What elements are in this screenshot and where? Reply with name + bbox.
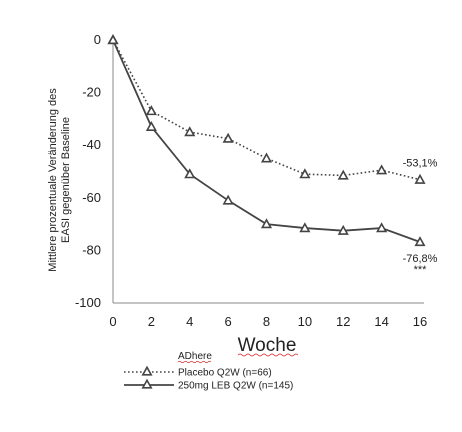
y-tick-label: -100 xyxy=(75,295,101,310)
leb-point xyxy=(337,224,349,235)
legend: ADhere Placebo Q2W (n=66) 250mg LEB Q2W (… xyxy=(124,351,293,392)
leb-point xyxy=(107,34,119,45)
y-tick-label: -60 xyxy=(82,190,101,205)
legend-placebo-marker xyxy=(141,365,153,376)
x-tick-label: 6 xyxy=(225,314,232,329)
placebo-point xyxy=(414,173,426,184)
leb-point xyxy=(299,222,311,233)
x-axis-label-underline xyxy=(237,353,299,357)
x-tick-label: 4 xyxy=(186,314,193,329)
y-tick-label: -40 xyxy=(82,137,101,152)
y-axis-label-line-2: EASI gegenüber Baseline xyxy=(60,117,72,243)
placebo-end-label: -53,1% xyxy=(403,158,438,170)
leb-series-line xyxy=(112,39,421,243)
leb-point xyxy=(260,218,273,229)
series-group xyxy=(107,34,426,247)
legend-leb-label: 250mg LEB Q2W (n=145) xyxy=(178,381,293,392)
x-tick-label: 8 xyxy=(263,314,270,329)
y-tick-label: 0 xyxy=(94,32,101,47)
y-axis-label: Mittlere prozentuale Veränderung des EAS… xyxy=(47,88,72,272)
placebo-point xyxy=(145,105,157,116)
y-axis-label-line-1: Mittlere prozentuale Veränderung des xyxy=(47,88,59,272)
leb-point xyxy=(414,236,426,247)
legend-placebo-label: Placebo Q2W (n=66) xyxy=(178,368,272,379)
leb-end-label: -76,8% xyxy=(403,253,438,265)
placebo-point xyxy=(337,169,349,180)
y-axis-ticks: 0 -20 -40 -60 -80 -100 xyxy=(75,32,101,310)
leb-point xyxy=(222,194,234,205)
x-tick-label: 12 xyxy=(336,314,350,329)
y-tick-label: -80 xyxy=(82,242,101,257)
significance-marker: *** xyxy=(414,264,428,276)
legend-title-underline xyxy=(177,360,212,364)
leb-point xyxy=(145,120,157,131)
x-axis-ticks: 0 2 4 6 8 10 12 14 16 xyxy=(109,314,427,329)
x-axis-label: Woche xyxy=(238,335,297,356)
x-tick-label: 16 xyxy=(413,314,427,329)
x-tick-label: 0 xyxy=(109,314,116,329)
placebo-point xyxy=(260,152,273,163)
placebo-point xyxy=(222,132,234,143)
x-tick-label: 2 xyxy=(148,314,155,329)
legend-title: ADhere xyxy=(178,351,212,362)
x-tick-label: 14 xyxy=(374,314,388,329)
legend-leb-marker xyxy=(141,378,153,389)
placebo-series-line xyxy=(112,39,421,181)
y-tick-label: -20 xyxy=(82,85,101,100)
x-tick-label: 10 xyxy=(298,314,312,329)
end-labels: -53,1% -76,8%*** xyxy=(403,158,438,276)
placebo-point xyxy=(376,164,388,175)
axes xyxy=(112,36,424,304)
leb-point xyxy=(184,168,196,179)
leb-point xyxy=(376,222,388,233)
placebo-point xyxy=(184,126,196,137)
placebo-point xyxy=(299,168,311,179)
